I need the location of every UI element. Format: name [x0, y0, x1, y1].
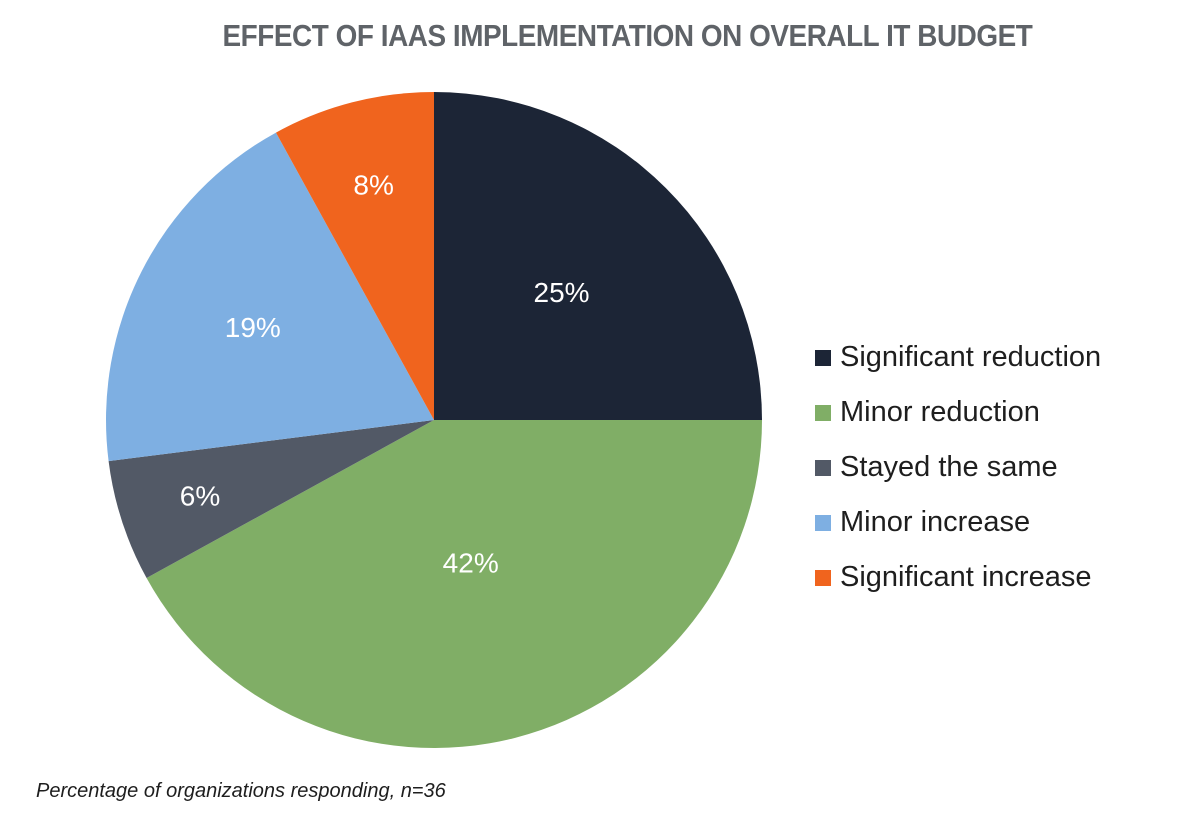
legend-label: Significant increase — [840, 561, 1092, 593]
pie-slice-significant-reduction — [434, 92, 762, 420]
slice-label: 42% — [443, 547, 499, 578]
legend-item: Minor reduction — [815, 385, 1101, 440]
legend-item: Significant reduction — [815, 330, 1101, 385]
legend-label: Significant reduction — [840, 341, 1102, 373]
slice-label: 19% — [225, 312, 281, 343]
legend-swatch — [815, 514, 831, 531]
slice-label: 6% — [180, 481, 220, 512]
legend: Significant reduction Minor reduction Stay… — [815, 330, 1101, 605]
chart-title: EFFECT OF IAAS IMPLEMENTATION ON OVERALL… — [222, 18, 1033, 53]
legend-label: Stayed the same — [840, 451, 1058, 483]
slice-label: 25% — [534, 277, 590, 308]
slice-label: 8% — [353, 169, 393, 200]
pie-slices — [106, 92, 763, 749]
legend-swatch — [815, 569, 831, 586]
pie-slice-stayed-the-same — [108, 420, 434, 579]
legend-item: Significant increase — [815, 550, 1101, 605]
legend-swatch — [815, 349, 831, 366]
chart-footnote: Percentage of organizations responding, … — [36, 780, 446, 802]
legend-label: Minor increase — [840, 506, 1031, 538]
pie-slice-minor-reduction — [146, 420, 763, 749]
legend-swatch — [815, 459, 831, 476]
pie-labels: 25% 42% 6% 19% 8% — [180, 169, 590, 578]
legend-item: Minor increase — [815, 495, 1101, 550]
pie-slice-significant-increase — [275, 92, 434, 420]
legend-swatch — [815, 404, 831, 421]
legend-label: Minor reduction — [840, 396, 1040, 428]
pie-slice-minor-increase — [106, 132, 435, 462]
legend-item: Stayed the same — [815, 440, 1101, 495]
